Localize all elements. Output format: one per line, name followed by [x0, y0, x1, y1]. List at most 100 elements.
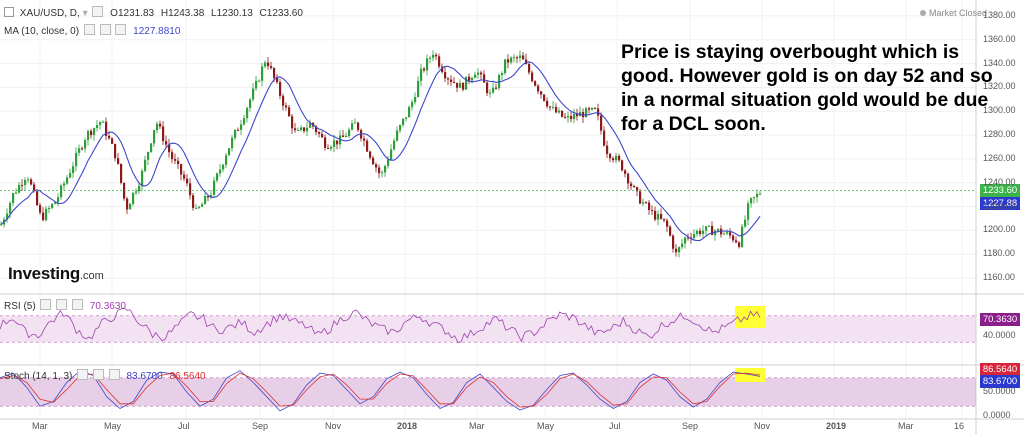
candle-down [186, 178, 189, 184]
investing-logo: Investing.com [8, 264, 104, 284]
candle-up [249, 99, 252, 108]
rsi-settings-icon[interactable] [56, 299, 68, 310]
candle-up [216, 173, 219, 181]
candle-up [390, 149, 393, 160]
ma-settings-icon[interactable] [99, 24, 111, 35]
rsi-close-icon[interactable] [72, 299, 84, 310]
candle-up [414, 97, 417, 103]
candle-down [237, 129, 240, 131]
candle-up [747, 203, 750, 220]
candle-down [561, 110, 564, 117]
candle-down [495, 87, 498, 89]
candle-down [639, 191, 642, 204]
price-tick-label: 1160.00 [983, 272, 1015, 283]
market-status-text: Market Closed [929, 8, 988, 18]
candle-down [618, 155, 621, 161]
candle-up [420, 68, 423, 81]
time-tick-label: Mar [898, 421, 914, 431]
price-tick-label: 1320.00 [983, 81, 1016, 92]
ma-visibility-icon[interactable] [83, 24, 95, 35]
candle-up [93, 128, 96, 136]
candle-down [318, 132, 321, 134]
stoch-close-icon[interactable] [108, 369, 120, 380]
stoch-visibility-icon[interactable] [77, 369, 89, 380]
ohlc-close: C1233.60 [259, 8, 303, 19]
candle-up [741, 226, 744, 247]
candle-down [624, 170, 627, 174]
candle-down [363, 138, 366, 141]
candle-up [693, 234, 696, 239]
candle-down [267, 62, 270, 67]
candle-up [348, 129, 351, 137]
candle-up [87, 130, 90, 141]
candle-down [294, 128, 297, 131]
ma-close-icon[interactable] [115, 24, 127, 35]
candle-up [243, 118, 246, 125]
stoch-tick-label: 0.0000 [983, 409, 1011, 420]
candle-down [600, 115, 603, 131]
candle-up [477, 72, 480, 75]
candle-down [270, 66, 273, 68]
stoch-k-value: 83.6700 [126, 371, 163, 382]
candle-down [672, 235, 675, 249]
stoch-tick-label: 50.0000 [983, 386, 1016, 396]
rsi-visibility-icon[interactable] [40, 299, 52, 310]
candle-down [522, 55, 525, 60]
candle-up [150, 143, 153, 152]
candle-up [228, 148, 231, 156]
candle-down [669, 226, 672, 236]
candle-up [573, 114, 576, 119]
dropdown-icon[interactable]: ▾ [82, 8, 88, 19]
candle-down [81, 148, 84, 150]
time-tick-label: Sep [252, 421, 269, 431]
candle-up [18, 184, 21, 193]
candle-up [381, 172, 384, 174]
candle-up [96, 125, 99, 129]
rsi-highlight [735, 306, 765, 328]
candle-down [168, 144, 171, 153]
candle-down [189, 183, 192, 196]
candle-down [570, 116, 573, 119]
candle-up [696, 230, 699, 235]
candle-down [648, 202, 651, 211]
stoch-settings-icon[interactable] [92, 369, 104, 380]
stoch-d-value: 86.5640 [169, 371, 206, 382]
candle-up [465, 76, 468, 90]
candle-down [594, 107, 597, 109]
candle-down [438, 56, 441, 67]
logo-suffix: .com [79, 270, 104, 282]
candle-down [165, 141, 168, 145]
settings-icon[interactable] [92, 6, 104, 17]
candle-down [108, 135, 111, 139]
time-tick-label: 2019 [826, 421, 847, 431]
candle-up [63, 183, 66, 186]
candle-down [654, 210, 657, 220]
candle-up [147, 151, 150, 160]
candle-up [351, 123, 354, 130]
time-tick-label: Mar [469, 421, 485, 431]
candle-up [141, 170, 144, 186]
price-tick-label: 1280.00 [983, 129, 1016, 140]
close-price-tag: 1233.60 [980, 184, 1020, 197]
candle-up [99, 122, 102, 126]
candle-up [138, 185, 141, 192]
candle-up [429, 57, 432, 59]
time-tick-label: Jul [609, 421, 621, 431]
candle-up [72, 166, 75, 174]
candle-down [675, 248, 678, 253]
time-tick-label: Sep [682, 421, 699, 431]
ohlc-low: L1230.13 [211, 8, 253, 19]
candle-down [729, 232, 732, 236]
candle-up [744, 219, 747, 227]
candle-up [27, 179, 30, 181]
chart-menu-icon[interactable] [4, 7, 14, 17]
candle-down [21, 184, 24, 186]
candle-down [456, 82, 459, 88]
candle-up [681, 243, 684, 248]
candle-up [489, 92, 492, 94]
stoch-legend: Stoch (14, 1, 3) 83.6700 86.5640 [4, 369, 206, 382]
candle-down [630, 183, 633, 187]
candle-down [645, 202, 648, 204]
